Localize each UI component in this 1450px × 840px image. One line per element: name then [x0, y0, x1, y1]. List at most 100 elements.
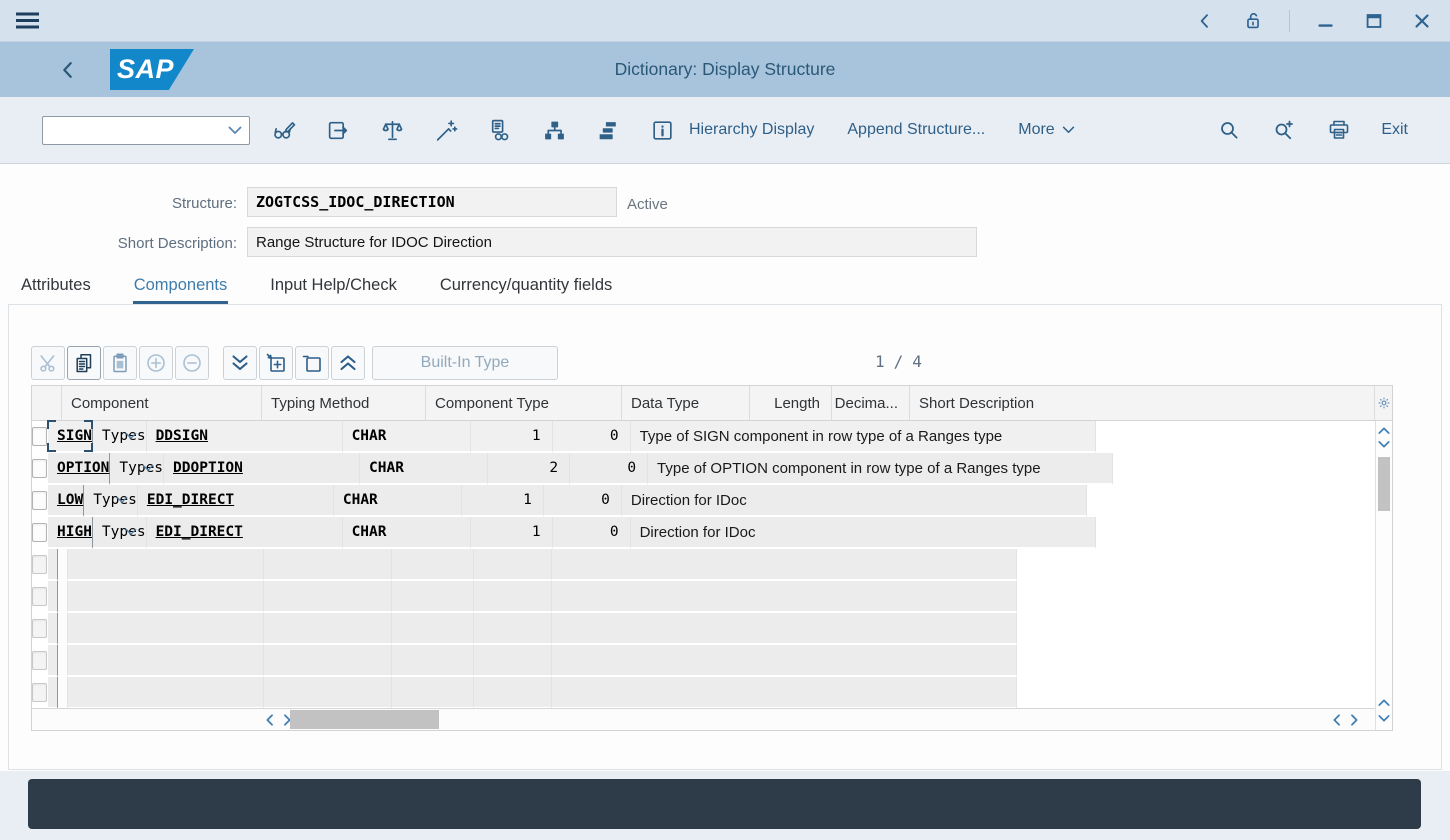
- component-type-cell[interactable]: [68, 549, 264, 581]
- scroll-right-button-right[interactable]: [1345, 709, 1363, 730]
- append-structure-button[interactable]: Append Structure...: [847, 121, 985, 139]
- col-header-decimals[interactable]: Decima...: [832, 386, 910, 420]
- scroll-left-button-right[interactable]: [1327, 709, 1345, 730]
- where-used-list-button[interactable]: [487, 117, 513, 143]
- page-down-button[interactable]: [223, 346, 257, 380]
- row-select-checkbox[interactable]: [32, 554, 47, 574]
- row-select-checkbox[interactable]: [32, 522, 47, 542]
- typing-method-select[interactable]: [58, 613, 68, 645]
- table-settings-button[interactable]: [1375, 386, 1392, 420]
- component-type-link[interactable]: EDI_DIRECT: [146, 492, 235, 508]
- col-header-select[interactable]: [32, 386, 62, 420]
- component-type-link[interactable]: DDSIGN: [155, 428, 208, 444]
- maximize-button[interactable]: [1362, 9, 1386, 33]
- component-cell[interactable]: [48, 581, 58, 613]
- activate-button[interactable]: [433, 117, 459, 143]
- row-select-checkbox[interactable]: [32, 490, 47, 510]
- tab-components[interactable]: Components: [133, 266, 229, 304]
- typing-method-select[interactable]: [58, 677, 68, 709]
- scroll-left-button[interactable]: [260, 709, 278, 730]
- window-back-button[interactable]: [1193, 9, 1217, 33]
- component-type-cell[interactable]: [68, 581, 264, 613]
- object-hierarchy-button[interactable]: [541, 117, 567, 143]
- row-select-checkbox[interactable]: [32, 682, 47, 702]
- display-change-button[interactable]: [271, 117, 297, 143]
- vertical-scroll-thumb[interactable]: [1378, 457, 1390, 511]
- session-lock-button[interactable]: [1241, 9, 1265, 33]
- component-cell[interactable]: SIGN: [47, 420, 93, 453]
- remove-row-button[interactable]: [175, 346, 209, 380]
- scroll-up-button-bottom[interactable]: [1376, 695, 1392, 710]
- print-button[interactable]: [1326, 117, 1352, 143]
- copy-button[interactable]: [67, 346, 101, 380]
- col-header-short-description[interactable]: Short Description: [910, 386, 1375, 420]
- scroll-down-button[interactable]: [1376, 437, 1392, 452]
- component-cell[interactable]: [48, 549, 58, 581]
- more-button[interactable]: More: [1018, 121, 1074, 139]
- typing-method-select[interactable]: Types: [92, 517, 147, 549]
- component-cell[interactable]: [48, 645, 58, 677]
- component-link[interactable]: OPTION: [57, 460, 110, 476]
- information-button[interactable]: [649, 117, 675, 143]
- scroll-right-button[interactable]: [278, 709, 296, 730]
- other-object-button[interactable]: [325, 117, 351, 143]
- consistency-check-button[interactable]: [379, 117, 405, 143]
- component-cell[interactable]: [48, 613, 58, 645]
- paste-button[interactable]: [103, 346, 137, 380]
- insert-line-button[interactable]: [259, 346, 293, 380]
- find-next-button[interactable]: [1271, 117, 1297, 143]
- page-up-button[interactable]: [331, 346, 365, 380]
- component-cell[interactable]: [48, 677, 58, 709]
- structure-field[interactable]: ZOGTCSS_IDOC_DIRECTION: [247, 187, 617, 217]
- typing-method-select[interactable]: [58, 549, 68, 581]
- typing-method-select[interactable]: Types: [84, 485, 138, 517]
- close-button[interactable]: [1410, 9, 1434, 33]
- component-type-link[interactable]: DDOPTION: [173, 460, 243, 476]
- horizontal-scrollbar[interactable]: [32, 708, 1375, 730]
- typing-method-select[interactable]: Types: [92, 421, 147, 453]
- row-select-checkbox[interactable]: [32, 426, 47, 446]
- typing-method-select[interactable]: [58, 581, 68, 613]
- command-field[interactable]: [42, 116, 250, 145]
- short-description-field[interactable]: Range Structure for IDOC Direction: [247, 227, 977, 257]
- cut-button[interactable]: [31, 346, 65, 380]
- col-header-component[interactable]: Component: [62, 386, 262, 420]
- scroll-down-button-bottom[interactable]: [1376, 711, 1392, 726]
- row-select-checkbox[interactable]: [32, 586, 47, 606]
- back-button[interactable]: [56, 58, 80, 82]
- tab-input-help-check[interactable]: Input Help/Check: [270, 275, 397, 294]
- horizontal-scroll-thumb[interactable]: [290, 710, 439, 729]
- component-link[interactable]: SIGN: [57, 428, 92, 444]
- component-type-cell[interactable]: [68, 677, 264, 709]
- typing-method-select[interactable]: Types: [110, 453, 165, 485]
- vertical-scrollbar[interactable]: [1375, 421, 1392, 730]
- component-type-link[interactable]: EDI_DIRECT: [155, 524, 243, 540]
- col-header-component-type[interactable]: Component Type: [426, 386, 622, 420]
- component-type-cell[interactable]: EDI_DIRECT: [137, 485, 334, 517]
- component-type-cell[interactable]: [68, 645, 264, 677]
- col-header-data-type[interactable]: Data Type: [622, 386, 750, 420]
- runtime-object-button[interactable]: [595, 117, 621, 143]
- row-select-checkbox[interactable]: [32, 650, 47, 670]
- component-type-cell[interactable]: DDSIGN: [146, 421, 343, 453]
- col-header-typing-method[interactable]: Typing Method: [262, 386, 426, 420]
- tab-attributes[interactable]: Attributes: [21, 275, 91, 294]
- component-link[interactable]: HIGH: [57, 524, 92, 540]
- component-cell[interactable]: HIGH: [48, 517, 93, 549]
- hierarchy-display-button[interactable]: Hierarchy Display: [689, 121, 814, 139]
- component-type-cell[interactable]: [68, 613, 264, 645]
- add-row-button[interactable]: [139, 346, 173, 380]
- row-select-checkbox[interactable]: [32, 618, 47, 638]
- minimize-button[interactable]: [1314, 9, 1338, 33]
- component-type-cell[interactable]: EDI_DIRECT: [146, 517, 343, 549]
- scroll-up-button[interactable]: [1376, 423, 1392, 438]
- built-in-type-button[interactable]: Built-In Type: [372, 346, 558, 380]
- menu-button[interactable]: [12, 6, 42, 36]
- exit-button[interactable]: Exit: [1381, 121, 1408, 139]
- component-link[interactable]: LOW: [57, 492, 84, 508]
- typing-method-select[interactable]: [58, 645, 68, 677]
- component-cell[interactable]: LOW: [48, 485, 85, 517]
- tab-currency-quantity-fields[interactable]: Currency/quantity fields: [439, 275, 613, 294]
- find-button[interactable]: [1216, 117, 1242, 143]
- component-cell[interactable]: OPTION: [48, 453, 111, 485]
